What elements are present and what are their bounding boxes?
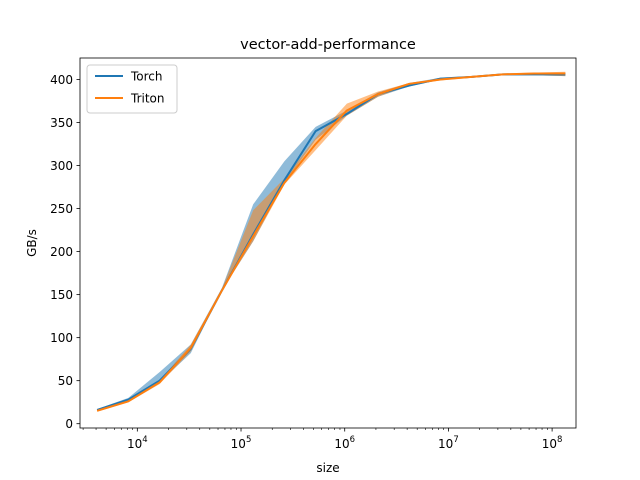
y-tick-label: 0 bbox=[65, 417, 73, 431]
y-tick-label: 300 bbox=[50, 159, 73, 173]
x-tick-label: 105 bbox=[231, 435, 252, 451]
x-tick-label: 104 bbox=[127, 435, 148, 451]
y-tick-label: 50 bbox=[58, 374, 73, 388]
chart-title: vector-add-performance bbox=[240, 37, 416, 53]
x-tick-label: 108 bbox=[542, 435, 563, 451]
y-axis: 0 50 100 150 200 250 300 350 400 bbox=[50, 73, 80, 431]
x-axis: 104 105 106 107 108 bbox=[82, 428, 563, 451]
y-tick-label: 200 bbox=[50, 245, 73, 259]
x-axis-label: size bbox=[316, 461, 339, 475]
legend-label-triton: Triton bbox=[130, 91, 165, 105]
y-tick-label: 100 bbox=[50, 331, 73, 345]
line-triton bbox=[96, 72, 566, 412]
y-tick-label: 250 bbox=[50, 202, 73, 216]
y-tick-label: 350 bbox=[50, 116, 73, 130]
x-tick-label: 107 bbox=[438, 435, 459, 451]
y-tick-label: 400 bbox=[50, 73, 73, 87]
x-tick-label: 106 bbox=[334, 435, 355, 451]
legend-label-torch: Torch bbox=[130, 69, 163, 83]
y-axis-label: GB/s bbox=[25, 229, 39, 257]
series-lines bbox=[96, 72, 566, 412]
legend: Torch Triton bbox=[86, 64, 178, 114]
y-tick-label: 150 bbox=[50, 288, 73, 302]
plot-frame bbox=[79, 57, 577, 429]
